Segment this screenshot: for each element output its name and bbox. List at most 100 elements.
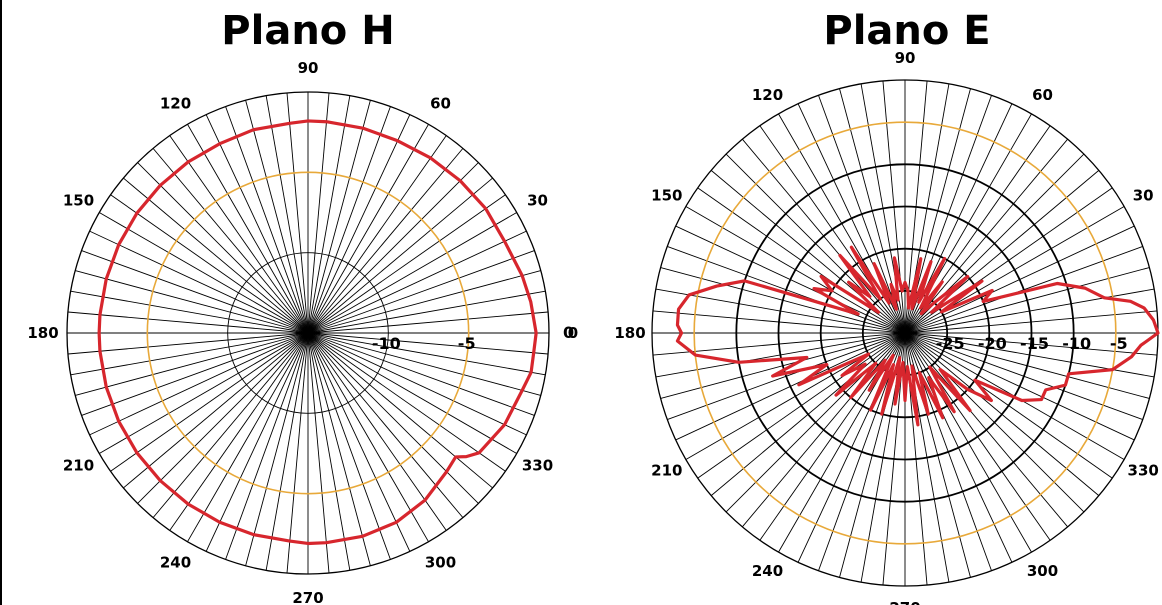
spoke-line (307, 92, 330, 334)
grid-ring (66, 91, 550, 575)
grid-ring (777, 205, 1033, 461)
angle-tick-label: 300 (425, 554, 456, 572)
spoke-line (81, 250, 309, 334)
spoke-line (307, 332, 371, 566)
radiation-pattern-trace (675, 245, 1160, 427)
spoke-line (307, 332, 391, 560)
spoke-line (137, 162, 309, 334)
spoke-line (307, 332, 517, 454)
spoke-line (307, 332, 541, 396)
ring-tick-label: -15 (1020, 334, 1049, 353)
spoke-line (67, 311, 309, 334)
spoke-line (187, 332, 309, 542)
spoke-line (89, 332, 309, 436)
spoke-line (307, 311, 549, 334)
highlight-ring (146, 171, 470, 495)
angle-tick-label: 150 (651, 187, 682, 205)
spoke-line (225, 106, 309, 334)
spoke-line (123, 332, 309, 489)
spoke-line (307, 332, 330, 574)
angle-tick-label: 300 (1027, 562, 1058, 580)
chart-title: Plano E (823, 8, 990, 54)
spoke-line (307, 194, 506, 334)
spoke-line (307, 106, 391, 334)
angle-tick-label: 180 (614, 324, 645, 342)
spoke-line (307, 332, 546, 376)
spoke-line (110, 332, 309, 472)
spoke-line (307, 332, 493, 489)
angle-tick-label: 90 (895, 49, 916, 67)
trace-layer (97, 119, 538, 546)
spoke-line (307, 124, 429, 334)
ring-tick-label: -5 (458, 334, 476, 353)
angle-tick-label: 0 (568, 324, 578, 342)
spoke-line (152, 332, 309, 518)
highlight-ring (693, 121, 1117, 545)
spoke-line (307, 332, 527, 436)
angle-labels: 30 60 90 120 150 180 210 240 270 300 330 (614, 49, 1159, 605)
grid-ring (735, 163, 1075, 503)
spoke-line (307, 230, 527, 334)
spoke-line (187, 124, 309, 334)
spoke-line (265, 95, 309, 334)
angle-tick-label: 60 (1032, 86, 1053, 104)
spoke-line (75, 332, 309, 396)
spoke-line (245, 100, 309, 334)
spoke-line (307, 270, 541, 334)
angle-tick-label: 240 (160, 554, 191, 572)
angle-tick-label: 210 (651, 462, 682, 480)
angle-tick-label: 330 (522, 457, 553, 475)
spoke-line (70, 290, 309, 334)
polar-rings (66, 91, 550, 575)
angle-tick-label: 180 (27, 324, 58, 342)
ring-tick-label: -10 (1062, 334, 1091, 353)
ring-tick-label: -5 (1110, 334, 1128, 353)
spoke-line (89, 230, 309, 334)
spoke-line (123, 177, 309, 334)
ring-tick-label: -25 (936, 334, 965, 353)
spoke-line (152, 148, 309, 334)
ring-labels: -25 -20 -15 -10 -5 (936, 334, 1128, 353)
ring-labels: -10 -5 0 (372, 323, 574, 353)
spoke-line (169, 332, 309, 531)
spoke-line (307, 162, 479, 334)
chart-title: Plano H (221, 8, 394, 54)
spoke-line (307, 332, 535, 416)
spoke-line (81, 332, 309, 416)
frame-border (0, 0, 2, 605)
spoke-line (307, 100, 371, 334)
spoke-line (307, 148, 464, 334)
angle-tick-label: 270 (889, 599, 920, 605)
spoke-line (70, 332, 309, 376)
spoke-line (286, 92, 309, 334)
spoke-line (169, 135, 309, 334)
spoke-line (205, 114, 309, 334)
spoke-line (307, 95, 351, 334)
spoke-line (307, 332, 549, 355)
spoke-line (307, 250, 535, 334)
grid-ring (819, 247, 991, 419)
spoke-line (307, 332, 506, 472)
spoke-line (307, 212, 517, 334)
spoke-line (265, 332, 309, 571)
spoke-line (110, 194, 309, 334)
angle-labels: 0 30 60 90 120 150 180 210 240 270 300 330 (27, 59, 578, 605)
polar-grid (67, 92, 549, 574)
spoke-line (307, 114, 411, 334)
spoke-line (307, 332, 479, 504)
spoke-line (307, 332, 411, 552)
spoke-line (307, 290, 546, 334)
polar-grid (652, 80, 1158, 586)
grid-ring (227, 252, 389, 414)
angle-tick-label: 30 (1133, 187, 1154, 205)
spoke-line (307, 177, 493, 334)
angle-tick-label: 120 (160, 95, 191, 113)
angle-tick-label: 120 (752, 86, 783, 104)
radiation-pattern-trace (97, 119, 538, 546)
spoke-line (137, 332, 309, 504)
ring-tick-label: -10 (372, 334, 401, 353)
spoke-line (225, 332, 309, 560)
spoke-line (99, 332, 309, 454)
ring-tick-label: 0 (563, 323, 574, 342)
angle-tick-label: 60 (430, 95, 451, 113)
